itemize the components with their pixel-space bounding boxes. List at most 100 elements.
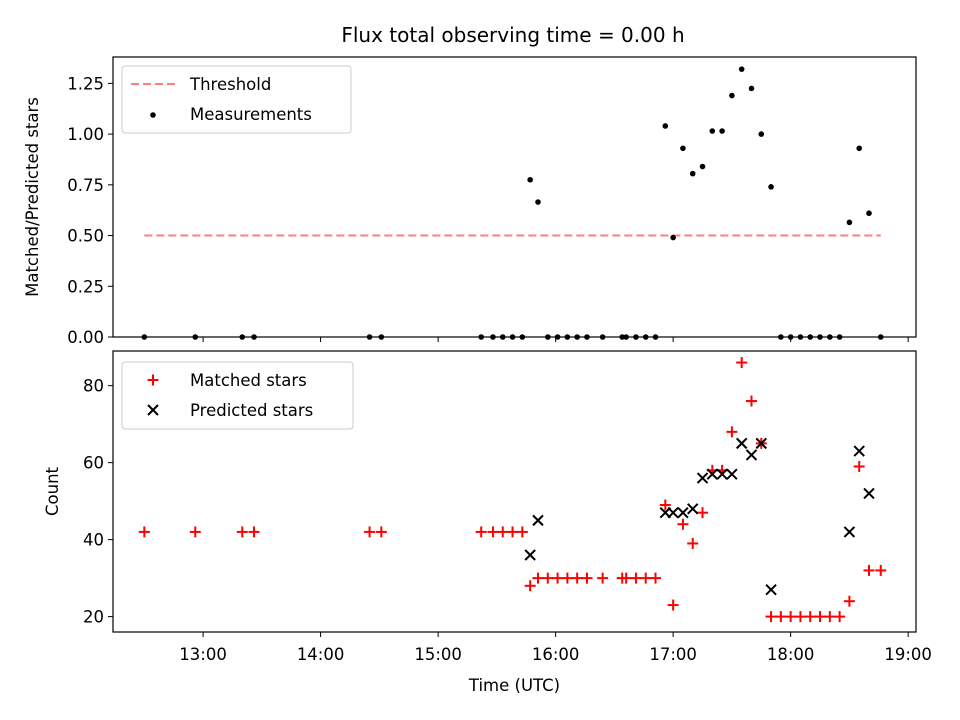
measurement-point (564, 334, 571, 340)
x-stroke-b (667, 506, 679, 519)
matched-star-point (659, 499, 671, 511)
predicted-star-point (696, 472, 709, 484)
measurement-point (817, 334, 823, 340)
x-stroke-b (706, 468, 719, 480)
matched-star-point (804, 611, 816, 623)
chart-title: Flux total observing time = 0.00 h (341, 23, 684, 47)
top-y-tick-label: 0.25 (67, 277, 104, 296)
legend-label-matched-stars: Matched stars (190, 371, 307, 390)
x-stroke-b (716, 468, 728, 480)
matched-star-point (775, 611, 787, 623)
x-stroke-b (726, 468, 738, 480)
measurement-point (748, 85, 755, 92)
bottom-y-tick-label: 20 (83, 608, 104, 627)
x-stroke-b (745, 449, 758, 461)
legend-matched-swatch (147, 374, 159, 386)
measurement-point (490, 334, 496, 340)
matched-star-point (581, 572, 593, 584)
bottom-y-tick-label: 80 (83, 377, 104, 396)
predicted-star-point (687, 503, 699, 515)
x-stroke-b (853, 445, 865, 457)
measurement-point (535, 199, 541, 205)
predicted-star-point (677, 506, 689, 519)
measurement-point (866, 210, 872, 217)
measurement-point (778, 334, 784, 340)
matched-star-point (736, 357, 748, 369)
measurement-point (836, 334, 843, 340)
matched-star-point (571, 572, 583, 584)
matched-star-point (824, 611, 836, 623)
matched-star-point (697, 507, 709, 519)
top-legend-box (121, 65, 352, 134)
bottom-y-tick-label: 60 (83, 454, 104, 473)
x-stroke-b (843, 526, 856, 538)
measurement-point (366, 334, 373, 340)
matched-star-point (875, 564, 887, 576)
matched-star-point (765, 611, 777, 623)
x-stroke-b (735, 437, 748, 450)
measurement-point (509, 334, 516, 340)
measurement-point (519, 334, 526, 340)
measurement-point (554, 334, 561, 340)
matched-star-point (814, 611, 826, 623)
x-tick-label: 15:00 (414, 645, 462, 664)
x-stroke-b (677, 506, 689, 519)
measurement-point (378, 334, 385, 340)
matched-star-point (138, 526, 150, 538)
matched-star-point (487, 526, 499, 538)
measurement-point (599, 334, 606, 340)
measurement-point (797, 334, 804, 340)
predicted-star-point (532, 514, 544, 527)
matched-star-point (532, 572, 544, 584)
predicted-star-point (726, 468, 738, 480)
measurement-point (584, 334, 590, 340)
matched-star-point (189, 526, 201, 538)
x-tick-label: 17:00 (649, 645, 697, 664)
measurement-point (499, 334, 506, 340)
matched-star-point (745, 395, 757, 407)
matched-star-point (236, 526, 248, 538)
top-y-tick-label: 0.00 (67, 328, 104, 347)
measurement-point (758, 131, 765, 137)
measurement-point (478, 334, 485, 340)
measurement-point (856, 145, 863, 152)
legend-label-measurements: Measurements (190, 105, 312, 124)
x-stroke-b (147, 404, 159, 416)
measurement-point (652, 334, 659, 340)
measurement-point (670, 234, 676, 241)
matched-star-point (687, 537, 699, 549)
x-stroke-b (532, 514, 544, 527)
predicted-star-point (524, 549, 536, 561)
predicted-star-point (843, 526, 856, 538)
matched-star-point (620, 572, 632, 584)
measurement-point (807, 334, 814, 340)
predicted-star-point (745, 449, 758, 461)
x-stroke-b (863, 487, 875, 500)
measurement-point (689, 170, 696, 177)
measurement-point (709, 128, 716, 134)
top-y-axis-label: Matched/Predicted stars (23, 97, 42, 297)
top-y-tick-label: 0.50 (67, 227, 104, 246)
predicted-star-point (706, 468, 719, 480)
measurement-point (642, 334, 649, 340)
predicted-star-point (667, 506, 679, 519)
x-tick-label: 18:00 (767, 645, 815, 664)
measurement-point (729, 92, 735, 99)
star-count-panel: Count Time (UTC) 20 40 60 80 13:00 14:00 15:00… (43, 350, 932, 695)
matched-star-point (863, 564, 875, 576)
matched-star-point (794, 611, 806, 623)
measurement-point (699, 163, 706, 170)
top-y-tick-label: 1.25 (67, 74, 104, 93)
matched-star-point (726, 426, 738, 438)
measurement-point (877, 334, 884, 340)
matched-star-point (475, 526, 487, 538)
matched-star-point (677, 518, 689, 530)
matched-star-point (507, 526, 519, 538)
bottom-plot-frame (112, 350, 917, 633)
x-stroke-b (755, 437, 767, 450)
x-stroke-b (524, 549, 536, 561)
matched-star-point (248, 526, 260, 538)
predicted-star-point (716, 468, 728, 480)
flux-ratio-panel: Matched/Predicted stars 0.00 0.25 0.50 0.75… (23, 56, 917, 347)
